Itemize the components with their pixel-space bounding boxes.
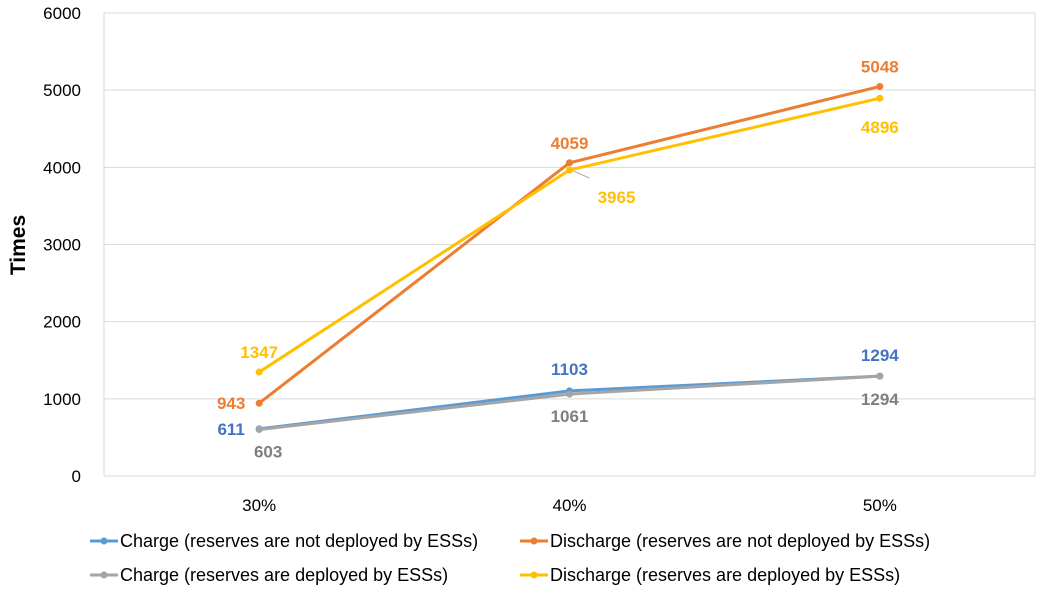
legend-label: Discharge (reserves are deployed by ESSs… [550, 565, 900, 585]
x-tick-label: 30% [242, 496, 276, 515]
data-label: 1347 [240, 343, 278, 362]
data-point [876, 82, 884, 90]
data-label: 4059 [551, 134, 589, 153]
legend-label: Charge (reserves are not deployed by ESS… [120, 531, 478, 551]
data-label: 1103 [551, 360, 588, 379]
leader-line [573, 170, 590, 179]
data-label: 3965 [598, 188, 636, 207]
y-tick-label: 0 [72, 467, 81, 486]
data-point [255, 425, 263, 433]
data-label: 4896 [861, 118, 899, 137]
legend-marker [100, 537, 108, 545]
data-label: 1061 [551, 407, 589, 426]
series [255, 82, 884, 433]
legend-item[interactable]: Discharge (reserves are not deployed by … [520, 531, 930, 551]
data-point [255, 368, 263, 376]
y-axis-ticks: 0 1000 2000 3000 4000 5000 6000 [43, 4, 81, 486]
data-point [876, 94, 884, 102]
y-tick-label: 4000 [43, 158, 81, 177]
legend-item[interactable]: Discharge (reserves are deployed by ESSs… [520, 565, 900, 585]
legend-label: Charge (reserves are deployed by ESSs) [120, 565, 448, 585]
data-point [566, 166, 573, 174]
legend[interactable]: Charge (reserves are not deployed by ESS… [90, 531, 930, 585]
data-point [566, 390, 573, 398]
data-point [255, 399, 263, 407]
y-tick-label: 6000 [43, 4, 81, 23]
data-label: 603 [254, 442, 282, 461]
data-label: 1294 [861, 390, 899, 409]
legend-marker [100, 571, 108, 579]
data-point [876, 372, 884, 380]
data-label: 943 [217, 394, 245, 413]
legend-item[interactable]: Charge (reserves are deployed by ESSs) [90, 565, 448, 585]
y-tick-label: 5000 [43, 81, 81, 100]
data-point [566, 159, 573, 167]
legend-item[interactable]: Charge (reserves are not deployed by ESS… [90, 531, 478, 551]
y-tick-label: 2000 [43, 313, 81, 332]
y-tick-label: 3000 [43, 236, 81, 255]
legend-marker [530, 537, 538, 545]
y-tick-label: 1000 [43, 390, 81, 409]
x-tick-label: 50% [863, 496, 897, 515]
data-labels: 611 1103 1294 943 4059 5048 603 1061 1294 1347 396… [217, 57, 899, 461]
y-axis-label: Times [7, 215, 30, 275]
data-label: 611 [217, 420, 244, 439]
data-label: 5048 [861, 57, 899, 76]
legend-label: Discharge (reserves are not deployed by … [550, 531, 930, 551]
legend-marker [530, 571, 538, 579]
x-axis-ticks: 30% 40% 50% [242, 496, 897, 515]
x-tick-label: 40% [552, 496, 586, 515]
data-label: 1294 [861, 346, 899, 365]
